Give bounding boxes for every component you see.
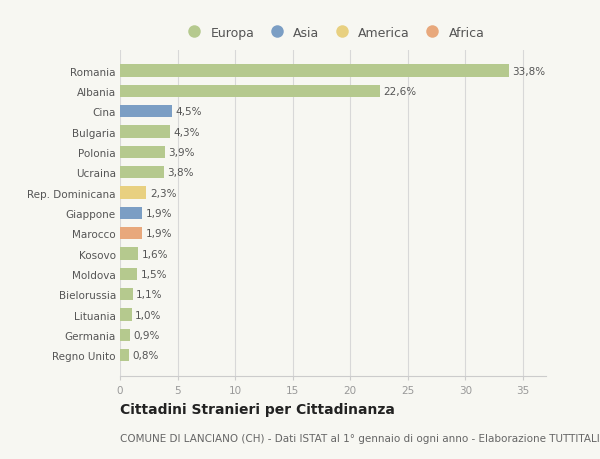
Bar (120, 248, 139, 260)
Text: 3,8%: 3,8% (167, 168, 194, 178)
Bar (120, 167, 164, 179)
Bar (120, 289, 133, 301)
Text: 4,5%: 4,5% (175, 107, 202, 117)
Bar (120, 309, 131, 321)
Text: 22,6%: 22,6% (383, 87, 417, 97)
Legend: Europa, Asia, America, Africa: Europa, Asia, America, Africa (179, 24, 487, 42)
Bar (120, 329, 130, 341)
Text: 2,3%: 2,3% (150, 188, 176, 198)
Bar (120, 207, 142, 219)
Text: 1,9%: 1,9% (145, 229, 172, 239)
Bar (120, 228, 142, 240)
Bar (120, 146, 165, 159)
Text: Cittadini Stranieri per Cittadinanza: Cittadini Stranieri per Cittadinanza (120, 402, 395, 416)
Bar (120, 268, 137, 280)
Text: 1,0%: 1,0% (135, 310, 161, 320)
Text: 1,5%: 1,5% (141, 269, 167, 279)
Text: 1,1%: 1,1% (136, 290, 163, 300)
Bar (120, 126, 170, 138)
Bar (120, 349, 129, 362)
Bar (120, 187, 146, 199)
Text: 0,8%: 0,8% (133, 351, 159, 360)
Bar (120, 106, 172, 118)
Text: 1,6%: 1,6% (142, 249, 169, 259)
Text: COMUNE DI LANCIANO (CH) - Dati ISTAT al 1° gennaio di ogni anno - Elaborazione T: COMUNE DI LANCIANO (CH) - Dati ISTAT al … (120, 433, 600, 442)
Text: 0,9%: 0,9% (134, 330, 160, 340)
Text: 4,3%: 4,3% (173, 127, 199, 137)
Text: 3,9%: 3,9% (169, 148, 195, 157)
Bar (120, 65, 509, 78)
Bar (120, 85, 380, 98)
Text: 33,8%: 33,8% (512, 67, 546, 76)
Text: 1,9%: 1,9% (145, 208, 172, 218)
